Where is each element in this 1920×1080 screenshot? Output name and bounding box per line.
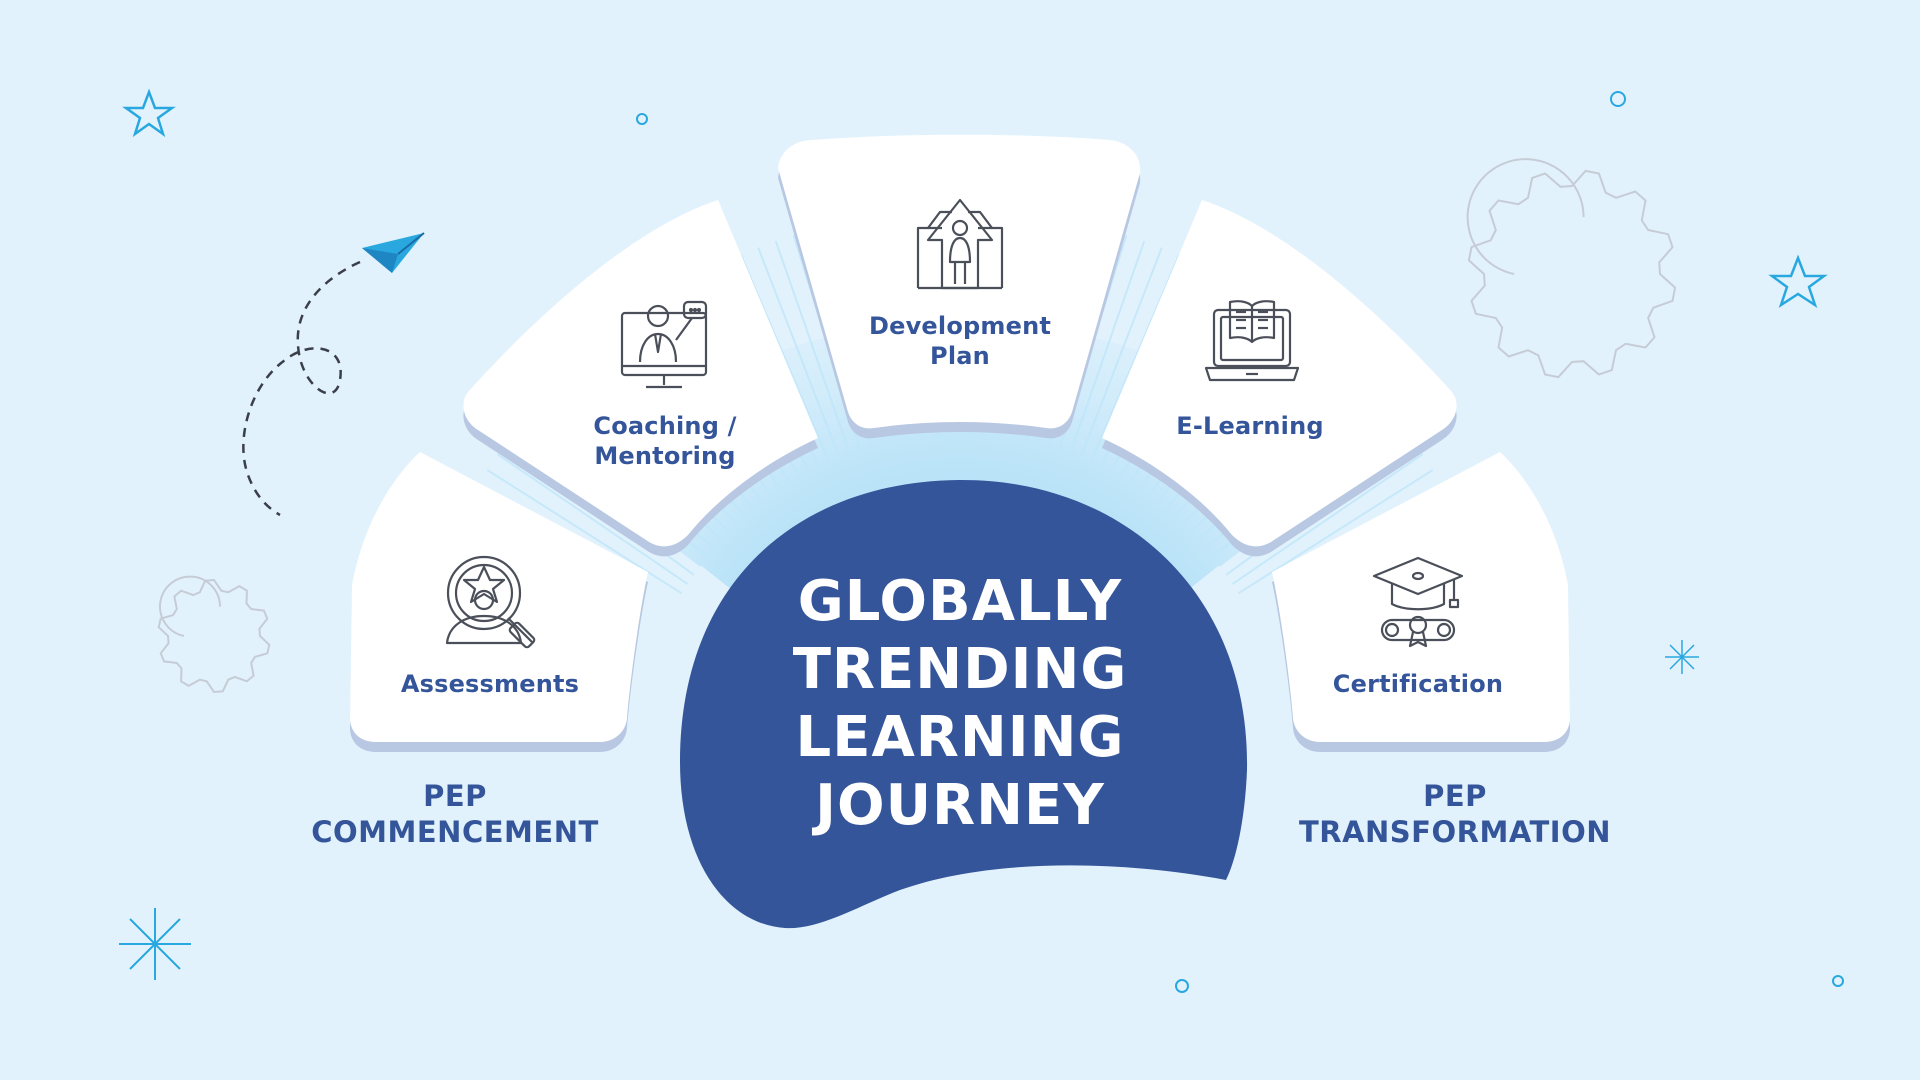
dot-circle-icon bbox=[1175, 979, 1189, 993]
gear-icon bbox=[157, 575, 271, 694]
glow-ray bbox=[739, 254, 832, 467]
development-growth-icon bbox=[916, 198, 1004, 290]
card-label-e-learning: E-Learning bbox=[1176, 412, 1324, 440]
coaching-presentation-icon bbox=[620, 300, 708, 389]
gear-hole bbox=[1466, 158, 1585, 275]
glow-ray bbox=[486, 469, 682, 595]
dot-circle-icon bbox=[636, 113, 648, 125]
star-icon bbox=[122, 88, 176, 138]
center-title: GLOBALLY TRENDING LEARNING JOURNEY bbox=[792, 569, 1128, 838]
assessment-search-icon bbox=[445, 555, 536, 649]
elearning-laptop-book-icon bbox=[1204, 300, 1300, 382]
card-label-certification: Certification bbox=[1332, 670, 1504, 698]
dashed-flight-trail bbox=[242, 260, 361, 517]
card-label-assessments: Assessments bbox=[400, 670, 580, 698]
card-certification bbox=[1272, 452, 1570, 752]
card-label-development-plan: Development Plan bbox=[868, 312, 1052, 370]
glow-ray bbox=[1088, 254, 1181, 467]
card-label-coaching-mentoring: Coaching / Mentoring bbox=[593, 412, 737, 470]
gear-hole bbox=[159, 575, 221, 637]
glow-ray bbox=[774, 240, 853, 459]
glow-ray bbox=[1067, 240, 1146, 459]
gear-outline bbox=[1467, 169, 1677, 379]
sparkle-icon bbox=[119, 908, 191, 980]
glow-ray bbox=[1077, 247, 1163, 463]
card-development-plan bbox=[778, 134, 1141, 439]
center-blob bbox=[680, 479, 1248, 929]
card-assessments bbox=[350, 452, 648, 752]
glow-ray bbox=[496, 453, 689, 585]
star-icon bbox=[1768, 254, 1828, 308]
graduation-diploma-icon bbox=[1372, 556, 1464, 648]
card-coaching-mentoring bbox=[463, 200, 818, 557]
phase-label-transformation: PEP TRANSFORMATION bbox=[1298, 779, 1612, 850]
gear-icon bbox=[1466, 158, 1677, 379]
glow-ray bbox=[1231, 453, 1424, 585]
sparkle-icon bbox=[1665, 640, 1699, 674]
card-e-learning bbox=[1102, 200, 1457, 557]
glow-ray bbox=[1238, 469, 1434, 595]
gear-outline bbox=[157, 578, 271, 694]
glow-ray bbox=[757, 247, 843, 463]
paper-plane-icon bbox=[362, 232, 425, 273]
dot-circle-icon bbox=[1832, 975, 1844, 987]
dot-circle-icon bbox=[1610, 91, 1626, 107]
phase-label-commencement: PEP COMMENCEMENT bbox=[311, 779, 599, 850]
